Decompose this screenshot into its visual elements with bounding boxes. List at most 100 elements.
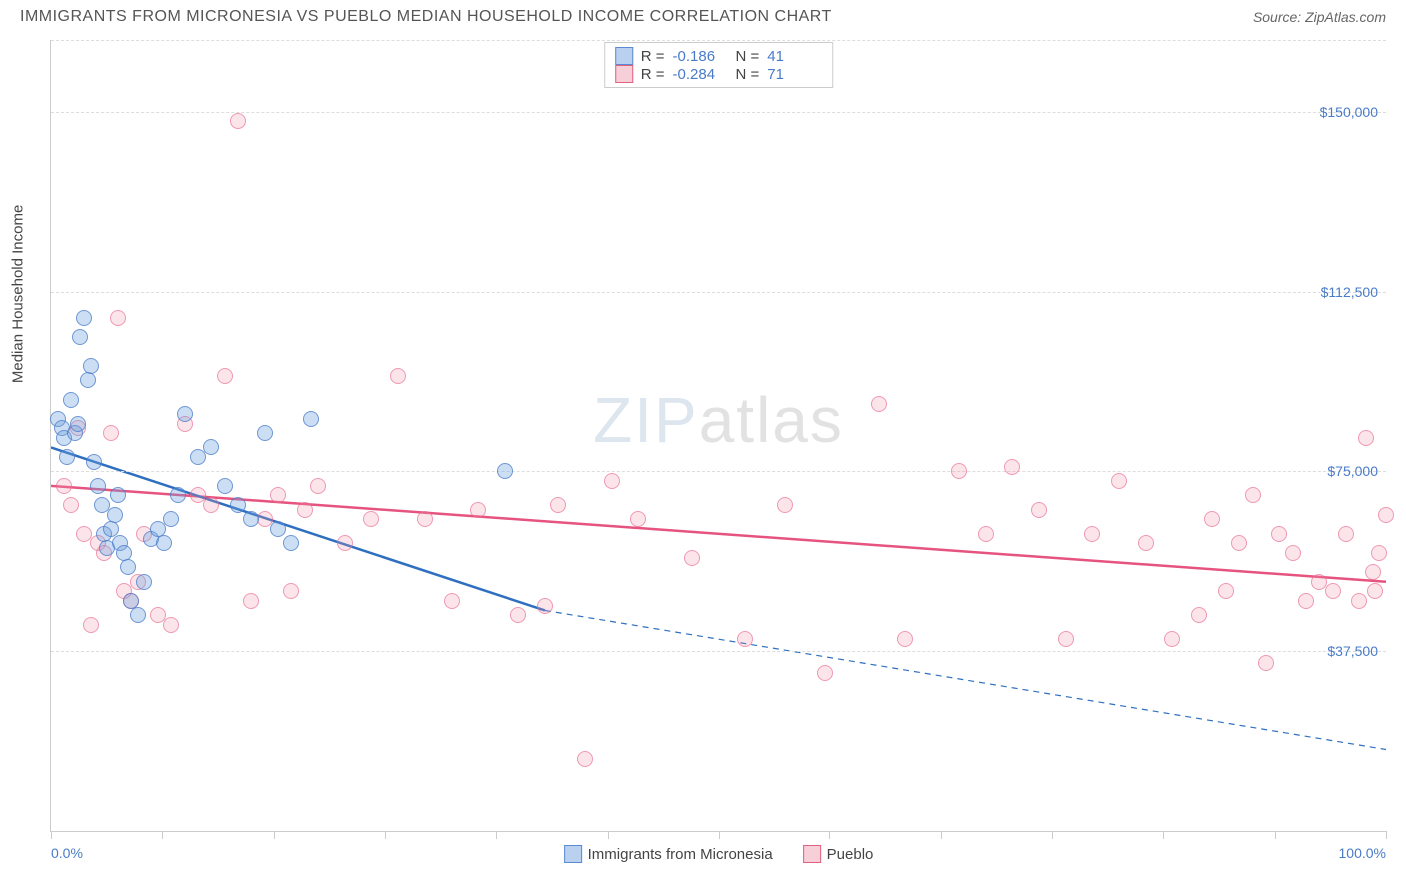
data-point: [297, 502, 313, 518]
data-point: [550, 497, 566, 513]
data-point: [103, 425, 119, 441]
data-point: [283, 583, 299, 599]
legend-item-blue: Immigrants from Micronesia: [564, 845, 773, 863]
data-point: [203, 439, 219, 455]
data-point: [63, 497, 79, 513]
data-point: [1358, 430, 1374, 446]
r-label: R =: [641, 66, 665, 83]
x-tick: [829, 831, 830, 839]
data-point: [83, 358, 99, 374]
data-point: [110, 310, 126, 326]
correlation-stats-box: R = -0.186 N = 41 R = -0.284 N = 71: [604, 42, 834, 88]
chart-title: IMMIGRANTS FROM MICRONESIA VS PUEBLO MED…: [20, 8, 832, 26]
x-tick: [1386, 831, 1387, 839]
data-point: [510, 607, 526, 623]
swatch-pink-icon: [615, 65, 633, 83]
scatter-chart: ZIPatlas R = -0.186 N = 41 R = -0.284 N …: [50, 40, 1386, 832]
data-point: [303, 411, 319, 427]
data-point: [951, 463, 967, 479]
n-label: N =: [736, 48, 760, 65]
data-point: [1378, 507, 1394, 523]
data-point: [604, 473, 620, 489]
legend-swatch-pink-icon: [803, 845, 821, 863]
data-point: [80, 372, 96, 388]
data-point: [163, 617, 179, 633]
data-point: [1367, 583, 1383, 599]
x-axis-label-right: 100.0%: [1339, 845, 1386, 861]
data-point: [310, 478, 326, 494]
data-point: [417, 511, 433, 527]
legend-swatch-blue-icon: [564, 845, 582, 863]
source-name: ZipAtlas.com: [1305, 9, 1386, 25]
gridline-h: [51, 651, 1386, 652]
n-value-pink: 71: [767, 66, 822, 83]
gridline-h: [51, 112, 1386, 113]
data-point: [177, 406, 193, 422]
data-point: [1031, 502, 1047, 518]
data-point: [871, 396, 887, 412]
data-point: [1271, 526, 1287, 542]
data-point: [577, 751, 593, 767]
r-value-pink: -0.284: [673, 66, 728, 83]
y-tick-label: $75,000: [1327, 463, 1378, 479]
data-point: [103, 521, 119, 537]
data-point: [684, 550, 700, 566]
data-point: [243, 593, 259, 609]
data-point: [243, 511, 259, 527]
gridline-h: [51, 471, 1386, 472]
source-attribution: Source: ZipAtlas.com: [1253, 9, 1386, 25]
x-axis-label-left: 0.0%: [51, 845, 83, 861]
data-point: [537, 598, 553, 614]
data-point: [170, 487, 186, 503]
data-point: [777, 497, 793, 513]
data-point: [1285, 545, 1301, 561]
data-point: [110, 487, 126, 503]
data-point: [363, 511, 379, 527]
data-point: [444, 593, 460, 609]
data-point: [120, 559, 136, 575]
data-point: [1258, 655, 1274, 671]
data-point: [86, 454, 102, 470]
gridline-h: [51, 40, 1386, 41]
data-point: [217, 478, 233, 494]
data-point: [130, 607, 146, 623]
stats-row-blue: R = -0.186 N = 41: [615, 47, 823, 65]
trend-line: [545, 610, 1386, 749]
data-point: [1231, 535, 1247, 551]
data-point: [1325, 583, 1341, 599]
x-tick: [274, 831, 275, 839]
data-point: [163, 511, 179, 527]
data-point: [1245, 487, 1261, 503]
x-tick: [51, 831, 52, 839]
watermark-text: ZIPatlas: [593, 383, 844, 457]
data-point: [1111, 473, 1127, 489]
gridline-h: [51, 292, 1386, 293]
legend-item-pink: Pueblo: [803, 845, 874, 863]
y-tick-label: $150,000: [1320, 104, 1378, 120]
x-tick: [719, 831, 720, 839]
y-tick-label: $37,500: [1327, 643, 1378, 659]
n-value-blue: 41: [767, 48, 822, 65]
data-point: [230, 497, 246, 513]
data-point: [59, 449, 75, 465]
data-point: [897, 631, 913, 647]
data-point: [283, 535, 299, 551]
y-tick-label: $112,500: [1321, 284, 1378, 300]
data-point: [1338, 526, 1354, 542]
data-point: [1058, 631, 1074, 647]
header-row: IMMIGRANTS FROM MICRONESIA VS PUEBLO MED…: [0, 0, 1406, 30]
data-point: [470, 502, 486, 518]
r-label: R =: [641, 48, 665, 65]
data-point: [1084, 526, 1100, 542]
data-point: [203, 497, 219, 513]
legend: Immigrants from Micronesia Pueblo: [564, 845, 874, 863]
data-point: [83, 617, 99, 633]
x-tick: [1275, 831, 1276, 839]
data-point: [70, 416, 86, 432]
data-point: [72, 329, 88, 345]
data-point: [90, 478, 106, 494]
x-tick: [162, 831, 163, 839]
data-point: [1218, 583, 1234, 599]
n-label: N =: [736, 66, 760, 83]
data-point: [978, 526, 994, 542]
